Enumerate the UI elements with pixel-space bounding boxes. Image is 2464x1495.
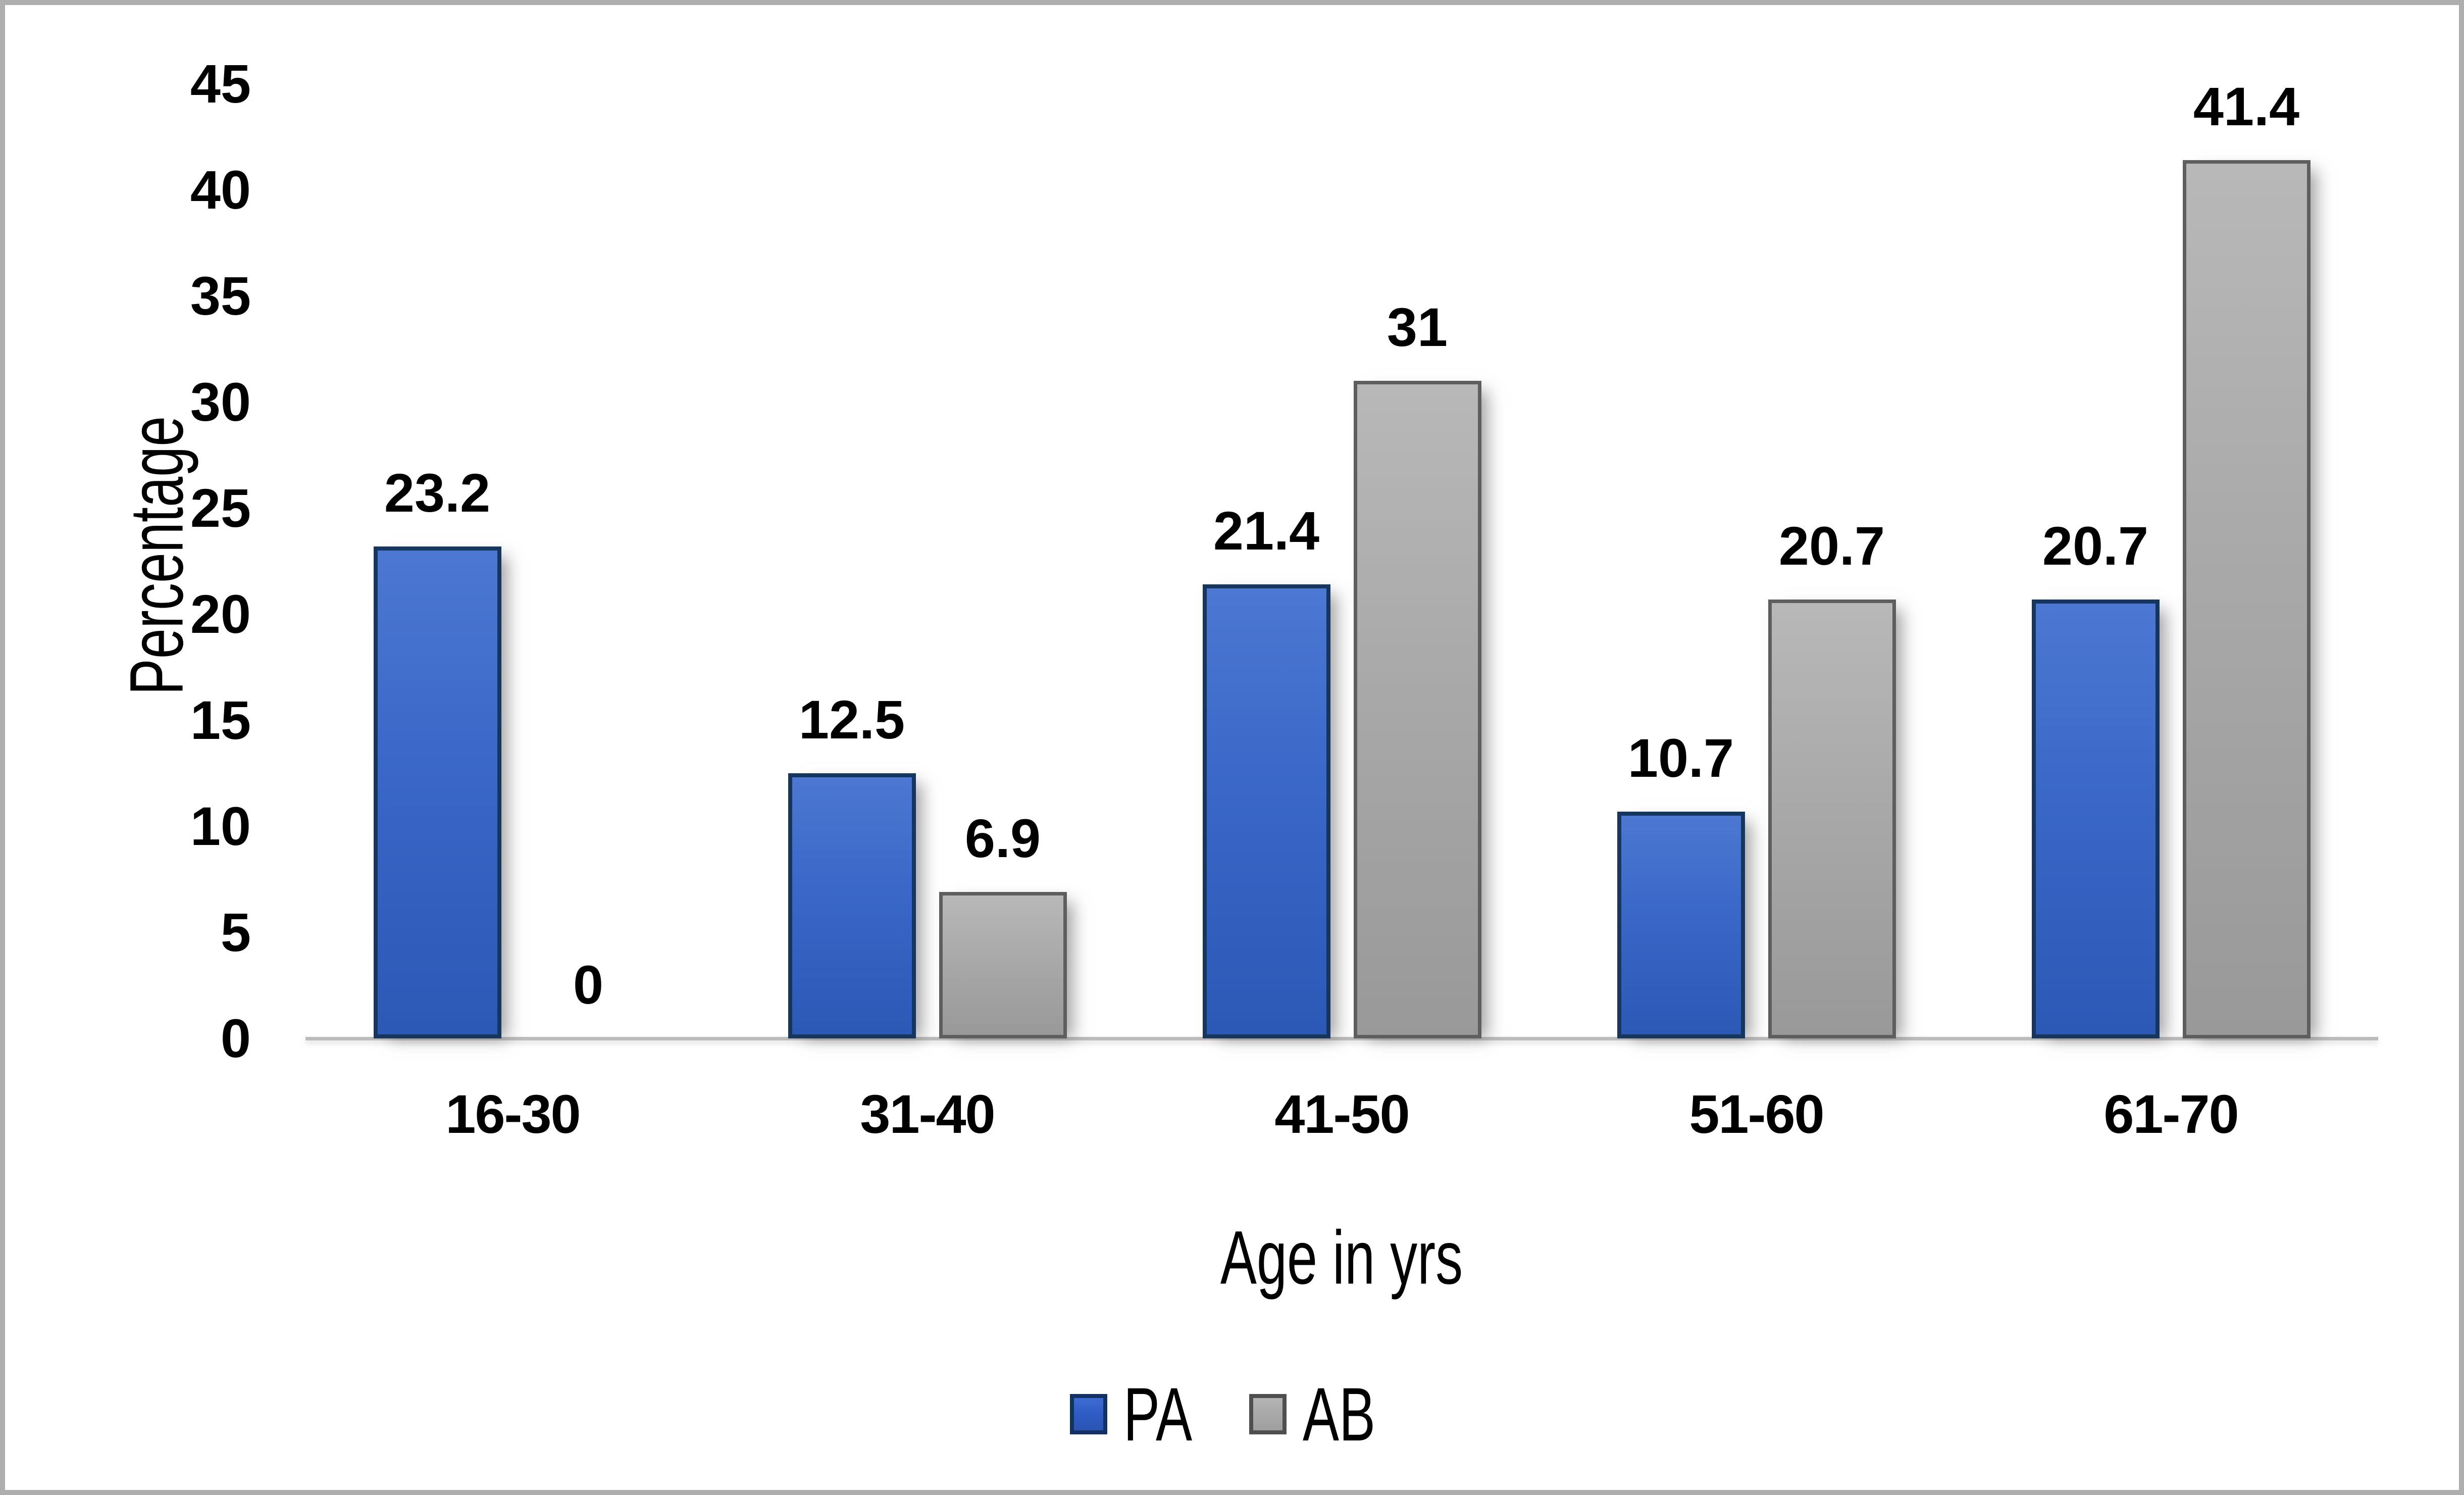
- legend-label-pa: PA: [1123, 1372, 1193, 1457]
- bar-pa-31-40: [788, 773, 916, 1038]
- bar-pa-41-50: [1202, 584, 1330, 1038]
- legend-item-ab: AB: [1249, 1376, 1404, 1452]
- data-label-ab-41-50: 31: [1387, 296, 1448, 358]
- data-label-ab-51-60: 20.7: [1778, 515, 1885, 576]
- data-label-pa-16-30: 23.2: [384, 462, 491, 523]
- legend-item-pa: PA: [1070, 1376, 1219, 1452]
- data-label-pa-41-50: 21.4: [1213, 500, 1320, 562]
- y-tick-10: 10: [190, 795, 251, 857]
- plot-area: Percentage 0 5 10 15 20 25 30 35 40 45 23.2 0 12.5 6…: [5, 5, 2459, 1490]
- y-tick-25: 25: [190, 477, 251, 538]
- y-tick-0: 0: [220, 1008, 251, 1069]
- data-label-pa-61-70: 20.7: [2042, 515, 2149, 576]
- x-tick-51-60: 51-60: [1689, 1083, 1824, 1144]
- x-tick-61-70: 61-70: [2103, 1083, 2239, 1144]
- bar-ab-31-40: [939, 892, 1067, 1038]
- bar-ab-51-60: [1768, 599, 1896, 1038]
- y-axis-title: Percentage: [114, 416, 199, 695]
- data-label-ab-16-30: 0: [573, 954, 604, 1015]
- data-label-ab-31-40: 6.9: [964, 808, 1041, 869]
- data-label-ab-61-70: 41.4: [2193, 76, 2300, 137]
- x-axis-baseline: [305, 1037, 2378, 1040]
- legend-swatch-pa-icon: [1070, 1394, 1108, 1434]
- y-tick-15: 15: [190, 689, 251, 751]
- bar-pa-51-60: [1617, 811, 1745, 1038]
- legend-swatch-ab-icon: [1249, 1394, 1287, 1434]
- legend-label-ab: AB: [1303, 1372, 1376, 1457]
- data-label-pa-51-60: 10.7: [1627, 727, 1734, 788]
- y-tick-45: 45: [190, 53, 251, 114]
- bar-ab-41-50: [1353, 381, 1481, 1038]
- y-tick-40: 40: [190, 159, 251, 220]
- data-label-pa-31-40: 12.5: [798, 689, 905, 750]
- x-tick-41-50: 41-50: [1274, 1083, 1410, 1144]
- x-tick-16-30: 16-30: [445, 1083, 581, 1144]
- bar-ab-61-70: [2182, 160, 2311, 1038]
- x-tick-31-40: 31-40: [860, 1083, 995, 1144]
- y-tick-20: 20: [190, 583, 251, 644]
- y-tick-30: 30: [190, 371, 251, 432]
- bar-pa-16-30: [373, 546, 501, 1038]
- y-tick-35: 35: [190, 265, 251, 326]
- bar-pa-61-70: [2031, 599, 2160, 1038]
- y-tick-5: 5: [220, 902, 251, 963]
- chart-legend: PA AB: [5, 1376, 2459, 1452]
- x-axis-title: Age in yrs: [1220, 1215, 1463, 1300]
